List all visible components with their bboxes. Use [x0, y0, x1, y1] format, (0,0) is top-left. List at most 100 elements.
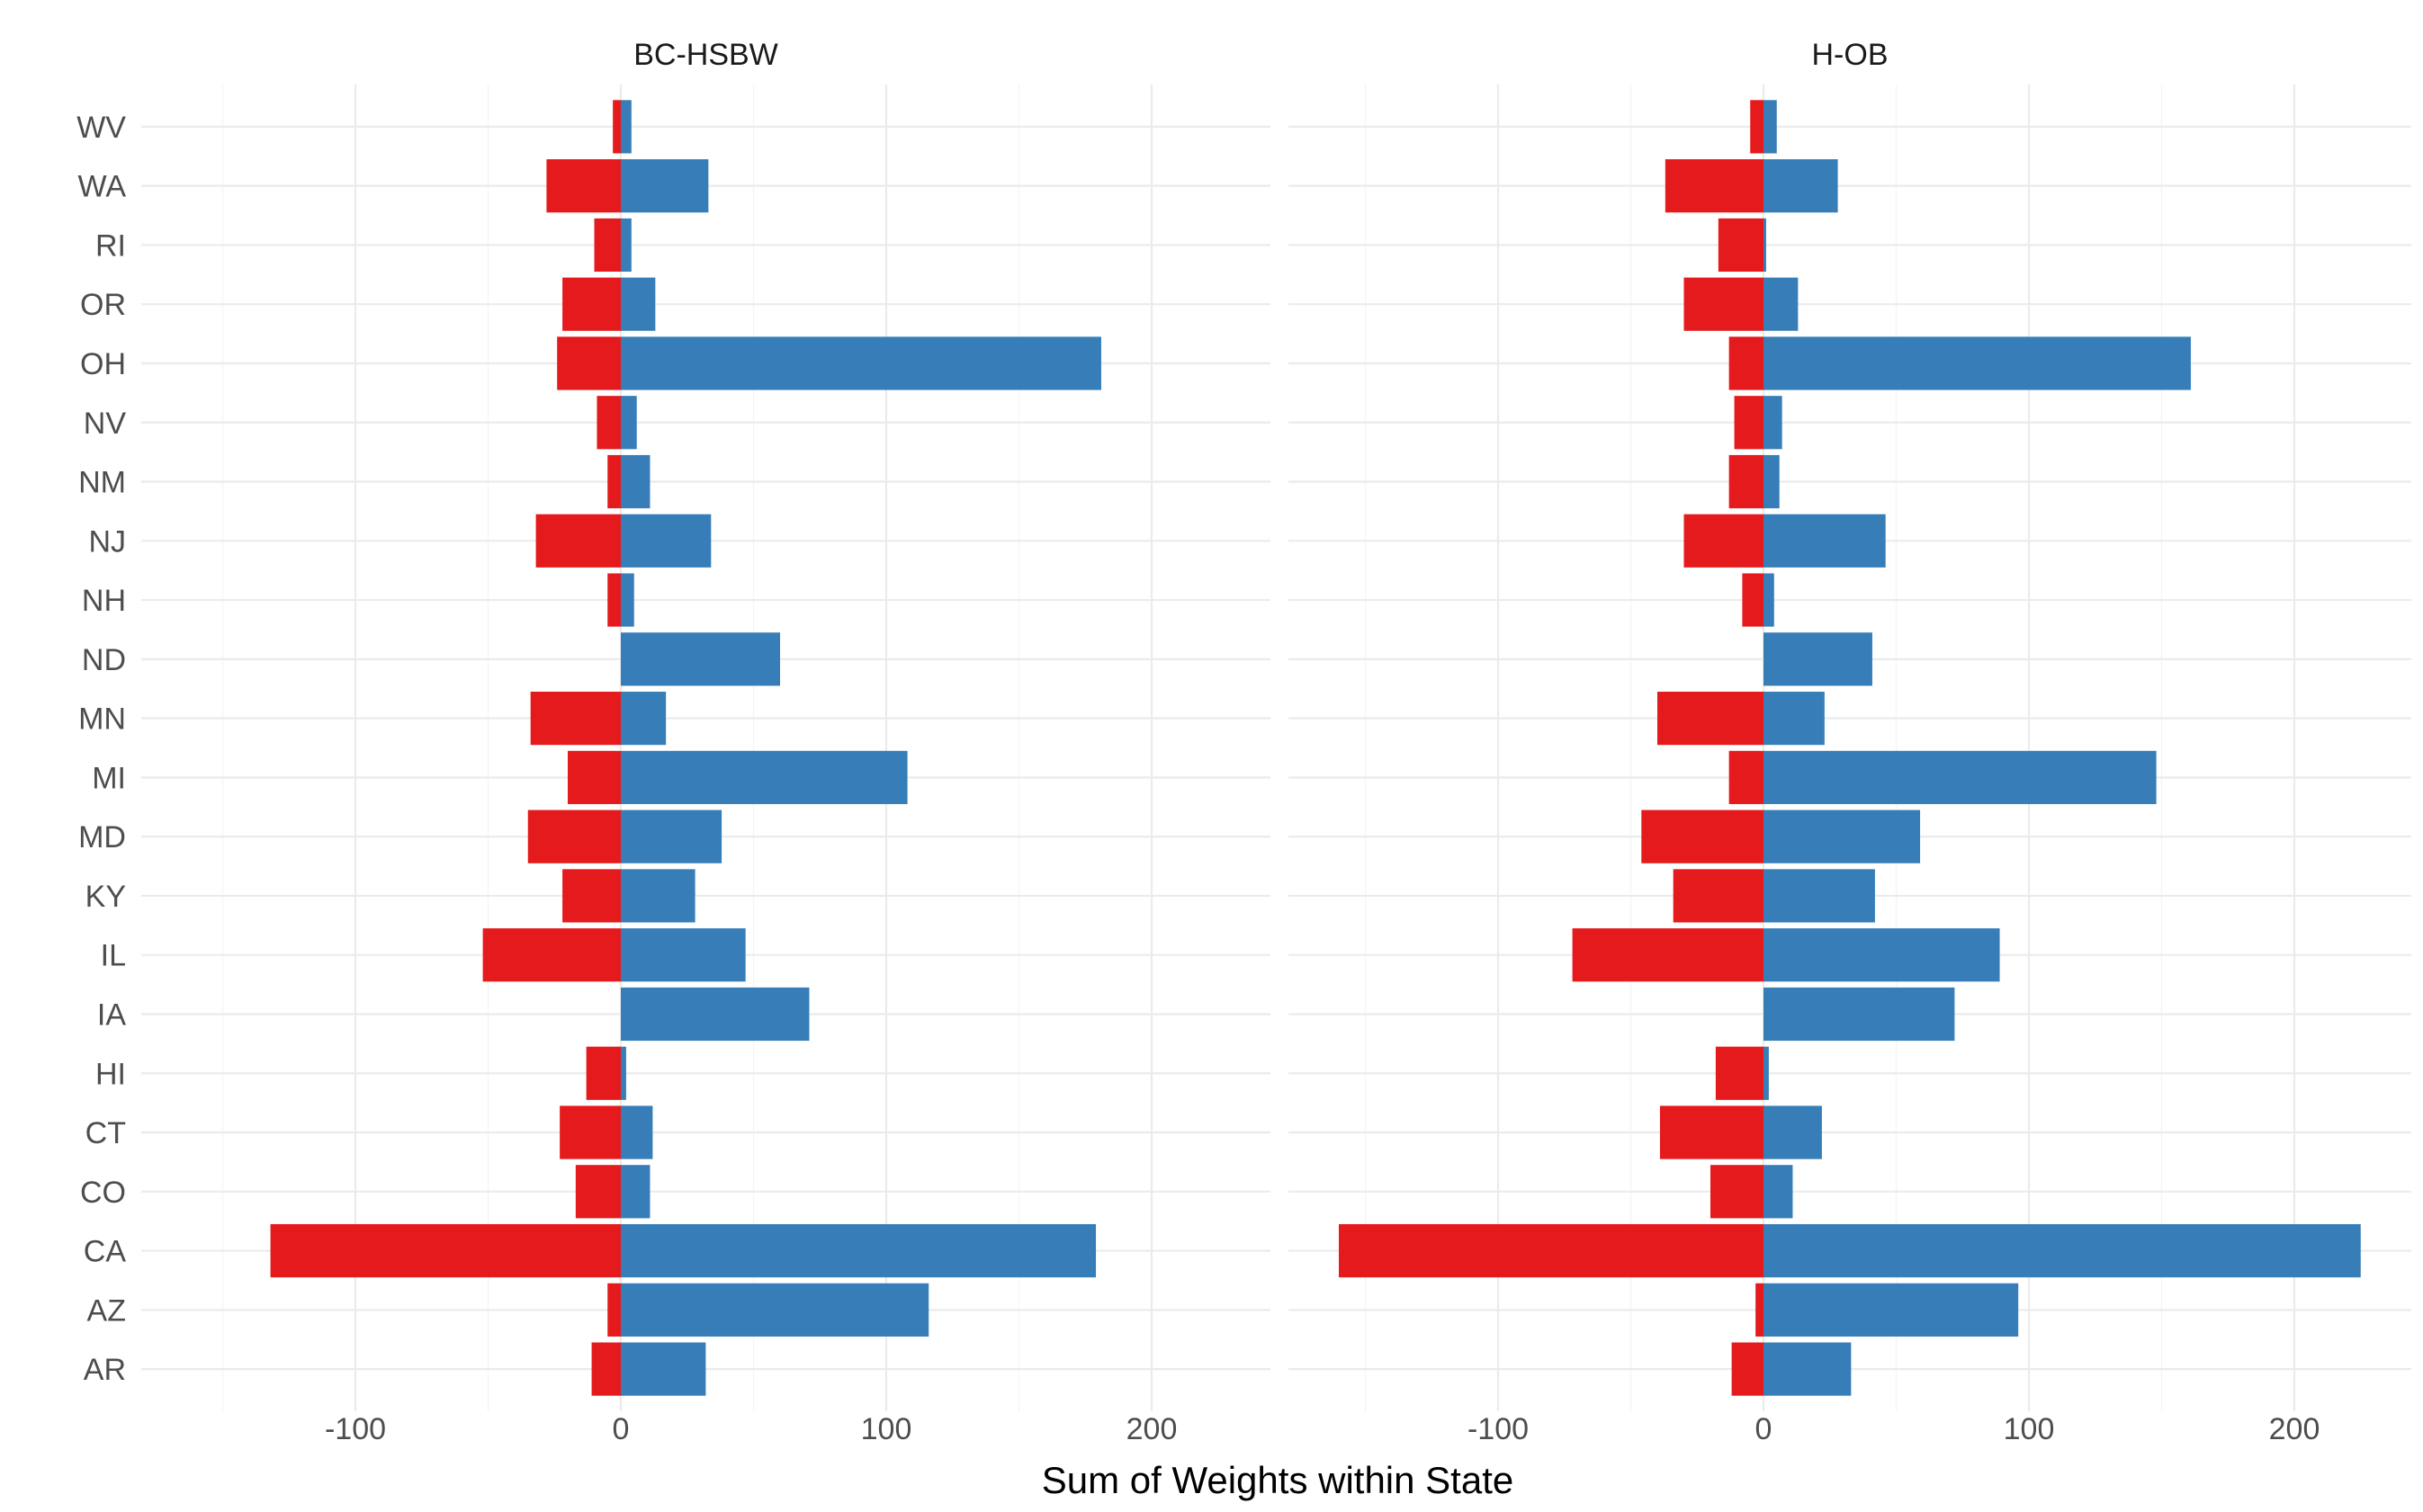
y-tick-label: HI: [95, 1057, 126, 1091]
x-tick-label: -100: [1467, 1412, 1529, 1446]
negative-bar-mi: [1728, 750, 1763, 804]
positive-bar-oh: [621, 336, 1101, 390]
negative-bar-md: [527, 810, 621, 863]
positive-bar-ri: [1763, 218, 1766, 273]
positive-bar-ca: [1763, 1223, 2361, 1278]
negative-bar-nv: [597, 396, 621, 450]
y-tick-label: IA: [97, 998, 126, 1032]
positive-bar-mn: [621, 692, 667, 746]
positive-bar-nv: [1763, 396, 1782, 450]
y-tick-label: MI: [92, 761, 126, 795]
positive-bar-ar: [621, 1342, 706, 1396]
positive-bar-co: [621, 1165, 651, 1219]
positive-bar-co: [1763, 1165, 1793, 1219]
negative-bar-ar: [1731, 1342, 1763, 1396]
x-tick-label: 200: [1126, 1412, 1178, 1446]
positive-bar-az: [621, 1283, 929, 1337]
negative-bar-oh: [1728, 336, 1763, 390]
panel-title: BC-HSBW: [633, 38, 778, 72]
positive-bar-ia: [621, 987, 810, 1042]
negative-bar-nv: [1734, 396, 1763, 450]
y-tick-label: NH: [82, 584, 126, 618]
negative-bar-ct: [1659, 1105, 1763, 1159]
positive-bar-oh: [1763, 336, 2191, 390]
positive-bar-hi: [1763, 1046, 1769, 1100]
positive-bar-hi: [621, 1046, 626, 1100]
positive-bar-md: [1763, 810, 1921, 863]
negative-bar-nm: [1728, 454, 1763, 509]
negative-bar-ky: [1673, 869, 1763, 923]
positive-bar-mi: [621, 750, 908, 804]
y-tick-label: WA: [77, 170, 126, 204]
x-tick-label: 0: [613, 1412, 630, 1446]
negative-bar-ar: [591, 1342, 621, 1396]
y-tick-label: AR: [84, 1353, 126, 1387]
positive-bar-nd: [1763, 632, 1872, 686]
negative-bar-wv: [1750, 100, 1763, 154]
negative-bar-nj: [1683, 514, 1763, 568]
negative-bar-ky: [562, 869, 621, 923]
x-tick-label: 0: [1755, 1412, 1772, 1446]
y-tick-label: NM: [78, 466, 126, 500]
negative-bar-wv: [613, 100, 621, 154]
positive-bar-nj: [621, 514, 712, 568]
y-tick-label: ND: [82, 643, 126, 677]
panel-1: BC-HSBW -100 0 100 200: [141, 38, 1270, 1446]
negative-bar-nh: [607, 573, 621, 627]
positive-bar-nd: [621, 632, 780, 686]
negative-bar-mi: [568, 750, 621, 804]
y-tick-label: MD: [78, 820, 126, 854]
positive-bar-nv: [621, 396, 637, 450]
negative-bar-md: [1641, 810, 1763, 863]
negative-bar-nj: [535, 514, 621, 568]
positive-bar-az: [1763, 1283, 2019, 1337]
x-tick-label: -100: [325, 1412, 386, 1446]
y-tick-label: CT: [85, 1116, 126, 1150]
x-tick-label: 200: [2269, 1412, 2320, 1446]
y-tick-label: WV: [76, 111, 126, 145]
positive-bar-nm: [621, 454, 651, 509]
negative-bar-il: [482, 928, 621, 982]
x-tick-label: 100: [2004, 1412, 2055, 1446]
y-tick-label: MN: [78, 702, 126, 737]
negative-bar-il: [1572, 928, 1763, 982]
negative-bar-wa: [1665, 159, 1763, 213]
chart-panels: BC-HSBW -100 0 100 200 H-OB -100 0 100 200 WV WA RI O…: [76, 38, 2411, 1446]
positive-bar-md: [621, 810, 722, 863]
negative-bar-oh: [557, 336, 621, 390]
y-tick-label: AZ: [87, 1293, 126, 1328]
positive-bar-ca: [621, 1223, 1097, 1278]
positive-bar-ia: [1763, 987, 1955, 1042]
positive-bar-ky: [1763, 869, 1875, 923]
negative-bar-ri: [594, 218, 621, 273]
negative-bar-nm: [607, 454, 621, 509]
negative-bar-mn: [530, 692, 621, 746]
positive-bar-wa: [1763, 159, 1838, 213]
negative-bar-mn: [1657, 692, 1763, 746]
x-axis-title: Sum of Weights within State: [1042, 1459, 1513, 1501]
negative-bar-wa: [546, 159, 621, 213]
negative-bar-ri: [1718, 218, 1763, 273]
negative-bar-or: [562, 277, 621, 331]
negative-bar-co: [1710, 1165, 1763, 1219]
positive-bar-ct: [621, 1105, 653, 1159]
negative-bar-az: [1755, 1283, 1763, 1337]
negative-bar-az: [607, 1283, 621, 1337]
positive-bar-mi: [1763, 750, 2157, 804]
y-tick-label: IL: [101, 939, 126, 973]
positive-bar-or: [621, 277, 656, 331]
negative-bar-hi: [1715, 1046, 1763, 1100]
positive-bar-wv: [1763, 100, 1777, 154]
y-tick-label: OH: [80, 347, 126, 381]
positive-bar-mn: [1763, 692, 1825, 746]
positive-bar-ky: [621, 869, 695, 923]
positive-bar-ri: [621, 218, 632, 273]
negative-bar-ca: [1339, 1223, 1763, 1278]
negative-bar-ca: [270, 1223, 621, 1278]
positive-bar-il: [1763, 928, 2000, 982]
y-tick-label: OR: [80, 288, 126, 322]
positive-bar-wv: [621, 100, 632, 154]
positive-bar-or: [1763, 277, 1799, 331]
negative-bar-or: [1683, 277, 1763, 331]
panel-2: H-OB -100 0 100 200: [1288, 38, 2411, 1446]
